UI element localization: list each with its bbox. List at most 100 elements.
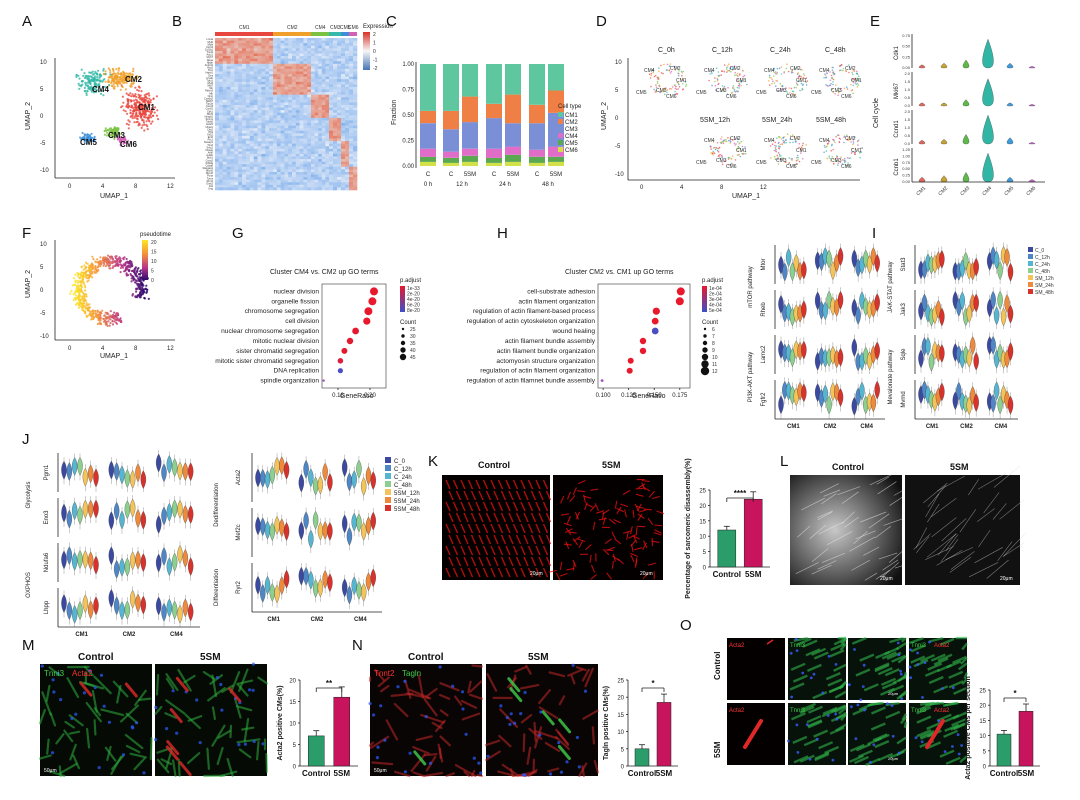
heat-cell xyxy=(311,138,315,142)
heat-cell xyxy=(245,86,251,90)
time-label: 24 h xyxy=(499,182,511,188)
heat-cell xyxy=(284,182,289,186)
heat-cell xyxy=(230,123,235,126)
heat-cell xyxy=(249,133,254,137)
heat-cell xyxy=(288,182,293,186)
heat-cell xyxy=(249,146,254,150)
heat-cell xyxy=(345,53,350,57)
heat-cell xyxy=(261,133,266,137)
heat-cell xyxy=(284,177,289,180)
d-point xyxy=(742,149,744,151)
heat-cell xyxy=(253,184,258,188)
go-dot xyxy=(651,327,659,335)
heat-cell xyxy=(226,148,231,152)
heat-cell xyxy=(288,184,293,188)
heat-cell xyxy=(321,74,326,77)
pseudotime-point xyxy=(79,298,82,301)
d-point xyxy=(773,67,776,70)
heat-cell xyxy=(292,56,297,59)
heat-cell xyxy=(249,187,254,191)
heat-cell xyxy=(269,179,274,183)
heat-cell xyxy=(280,123,285,126)
heat-cell xyxy=(295,123,300,126)
pseudotime-point xyxy=(70,290,73,293)
heat-cell xyxy=(307,182,312,186)
heat-cell xyxy=(299,174,304,178)
umap-point xyxy=(136,88,139,92)
d-point xyxy=(708,79,710,82)
heat-cell xyxy=(276,53,281,57)
umap-point xyxy=(144,106,147,109)
umap-point xyxy=(143,96,146,99)
heat-cell xyxy=(292,99,297,103)
d-point xyxy=(785,67,788,70)
d-cluster-label: CM1 xyxy=(736,148,747,154)
heat-cell xyxy=(345,76,350,80)
heat-cell xyxy=(276,43,281,47)
heat-cell xyxy=(288,79,293,83)
umap-point xyxy=(151,120,154,123)
d-point xyxy=(727,158,730,160)
d-point xyxy=(716,149,719,152)
heat-cell xyxy=(295,125,300,129)
fraction-segment xyxy=(486,162,502,166)
heat-cell xyxy=(311,84,315,88)
heat-cell xyxy=(257,97,262,101)
d-point xyxy=(779,83,782,85)
umap-point xyxy=(127,123,130,126)
heat-cell xyxy=(276,120,281,124)
heat-cell xyxy=(325,151,330,155)
heat-cell xyxy=(276,161,281,165)
d-point xyxy=(794,139,797,142)
violin xyxy=(874,253,880,273)
e-violin xyxy=(1028,66,1036,69)
d-point xyxy=(721,156,723,159)
heat-cell xyxy=(299,159,304,162)
heat-cell xyxy=(295,99,300,103)
heat-cell xyxy=(318,184,323,188)
fraction-segment xyxy=(462,155,478,162)
heat-cell xyxy=(303,159,308,162)
pseudotime-point xyxy=(111,262,114,265)
pseudotime-point xyxy=(141,287,144,291)
heat-cell xyxy=(215,68,220,72)
heat-cell xyxy=(325,146,330,150)
heat-cell xyxy=(234,141,239,144)
d-point xyxy=(650,74,652,77)
d-point xyxy=(793,86,796,89)
heat-cell xyxy=(292,177,297,180)
pseudotime-point xyxy=(121,266,125,269)
pseudotime-point xyxy=(90,317,94,320)
heat-cell xyxy=(303,56,308,59)
d-point xyxy=(832,78,835,81)
heat-cell xyxy=(311,143,315,147)
heat-cell xyxy=(329,166,334,170)
d-point xyxy=(826,145,828,147)
d-point xyxy=(852,143,854,146)
heat-cell xyxy=(265,120,270,124)
umap-point xyxy=(127,139,130,142)
h-title: Cluster CM2 vs. CM1 up GO terms xyxy=(565,269,674,276)
heat-cell xyxy=(218,169,224,173)
heat-cell xyxy=(249,172,254,175)
heat-cell xyxy=(261,169,266,173)
heat-cell xyxy=(245,156,251,160)
e-violin-stack: Cdk10.750.500.250.00Mki672.01.51.00.50.0… xyxy=(894,33,1045,197)
heat-cell xyxy=(292,120,297,124)
d-point xyxy=(666,63,669,66)
b-legend-tick: -1 xyxy=(373,58,378,64)
heat-cell xyxy=(337,120,342,124)
d-point xyxy=(857,84,860,86)
heat-cell xyxy=(333,177,338,180)
heat-cell xyxy=(288,141,293,144)
heat-cell xyxy=(307,105,312,108)
count-tick: 12 xyxy=(712,369,718,375)
umap-point xyxy=(120,133,123,136)
heat-cell xyxy=(273,120,278,124)
heat-cell xyxy=(311,86,315,90)
heat-cell xyxy=(318,84,323,88)
heat-cell xyxy=(253,128,258,132)
heat-cell xyxy=(238,159,243,162)
umap-point xyxy=(81,83,84,86)
umap-point xyxy=(142,121,145,124)
